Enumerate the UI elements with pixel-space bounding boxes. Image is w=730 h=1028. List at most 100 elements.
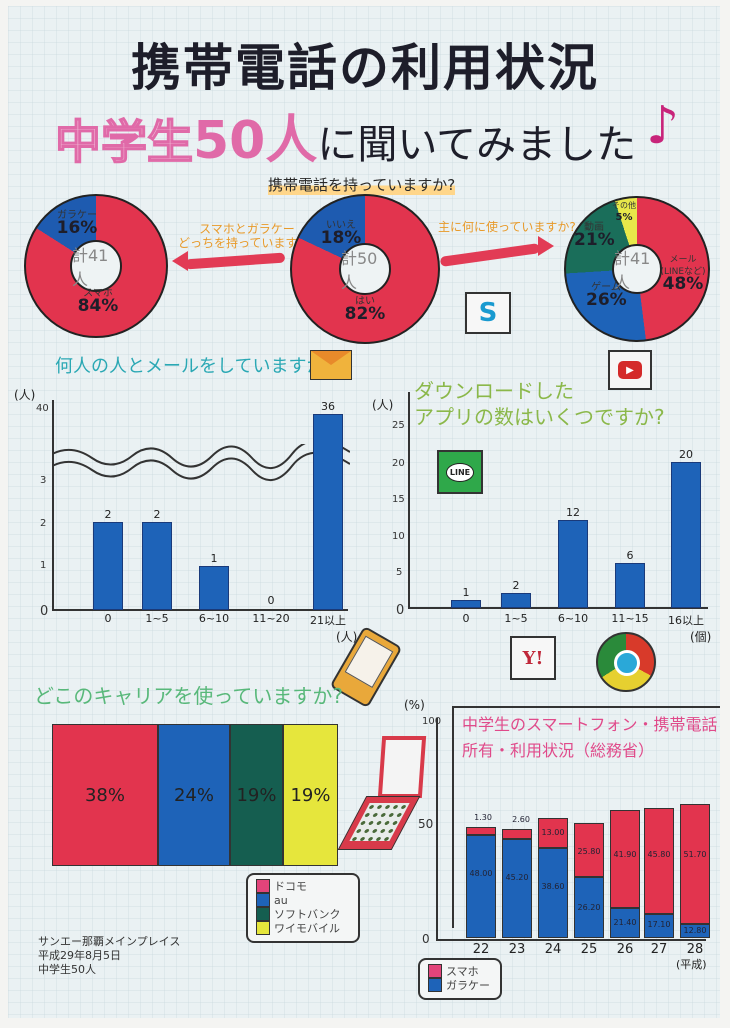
y-tick: 2 [40,518,47,529]
legend-swatch [256,893,270,907]
music-note-icon: ♪ [646,96,680,156]
bar-1-5 [501,593,531,608]
carrier-docomo-segment: 38% [52,724,158,866]
legend-label: ソフトバンク [274,908,341,921]
bar-value: 12 [566,506,580,519]
segment-label: 26.20 [577,903,601,912]
slice-name: はい [355,296,375,307]
segment-label: 13.00 [541,828,565,837]
y-unit-label: (人) [14,388,36,402]
y-axis [408,392,410,608]
arrowhead-left-icon [172,251,188,271]
carrier-au-segment: 24% [158,724,230,866]
feature-phone-segment [502,839,532,938]
yahoo-icon: Y! [510,636,556,680]
survey-chart-title: 中学生のスマートフォン・携帯電話 所有・利用状況（総務省） [462,712,718,764]
x-category: 28 [686,942,704,957]
x-category: 25 [580,942,598,957]
slice-pct: 16% [56,218,98,238]
slice-pct: 26% [586,290,627,310]
y-tick: 3 [40,475,47,486]
bar-6-10 [558,520,588,608]
y-tick: 10 [392,531,405,542]
donut-main-use: 計41人 [564,196,710,342]
smartphone-segment [466,827,496,835]
bar-value: 1 [462,586,470,599]
question-mail-people: 何人の人とメールをしていますか [55,356,325,377]
slice-feature-phone: ガラケー 16% [52,210,102,238]
donut-center-label: 計41人 [70,240,122,292]
legend-item: au [256,893,350,907]
question-line: アプリの数はいくつですか? [414,405,665,429]
survey-legend: スマホ ガラケー [418,958,502,1000]
legend-item: スマホ [428,964,492,978]
envelope-icon [310,350,352,380]
legend-item: ドコモ [256,879,350,893]
feature-phone-segment [610,908,640,938]
slice-pct: 18% [320,228,362,248]
feature-phone-segment [644,914,674,938]
x-unit-label: (個) [690,630,712,644]
bar-0 [451,600,481,608]
y-tick: 50 [418,817,434,831]
carrier-softbank-segment: 19% [230,724,283,866]
feature-phone-segment [574,877,604,938]
bar-value: 0 [267,594,275,607]
bar-16-plus [671,462,701,608]
y-axis-back [452,706,454,928]
slice-game: ゲーム 26% [586,282,627,310]
x-category: 1~5 [504,612,528,625]
line-app-icon: LINE [437,450,483,494]
x-category: 6~10 [557,612,589,625]
slice-pct: 5% [615,212,633,223]
feature-phone-segment [466,835,496,938]
bar-0 [93,522,123,610]
x-axis [436,939,706,941]
y-axis [52,400,54,610]
legend-item: ガラケー [428,978,492,992]
bar-6-10 [199,566,229,610]
slice-no: いいえ 18% [316,220,366,248]
slice-pct: 48% [662,274,704,294]
x-category: 23 [508,942,526,957]
feature-phone-segment [538,848,568,938]
y-tick: 0 [422,932,430,946]
y-tick: 40 [36,403,49,414]
segment-label: 51.70 [683,850,707,859]
question-line: スマホとガラケー [199,222,295,236]
bar-21-plus [313,414,343,610]
question-carrier: どこのキャリアを使っていますか? [34,684,344,708]
slice-video: 動画 21% [574,222,615,250]
legend-swatch [428,964,442,978]
stack-bar-h23: 2.60 45.20 [502,815,532,938]
legend-swatch [256,907,270,921]
segment-label: 45.20 [505,873,529,882]
y-tick: 15 [392,494,405,505]
x-category: 24 [544,942,562,957]
axis-break-icon [52,444,350,481]
x-category: 27 [650,942,668,957]
segment-label: 21.40 [613,918,637,927]
legend-label: スマホ [446,965,479,978]
x-category: 0 [462,612,470,625]
feature-phone-segment [680,924,710,938]
smartphone-segment [574,823,604,877]
question-own-phone: 携帯電話を持っていますか? [268,174,456,195]
segment-label: 2.60 [512,815,530,824]
x-unit-label: (人) [336,630,358,644]
donut-center-label: 計41人 [612,244,662,294]
legend-label: ガラケー [446,979,490,992]
bar-value: 6 [626,549,634,562]
y-unit-label: (人) [372,398,394,412]
x-category: 11~15 [611,612,649,625]
segment-label: 1.30 [474,813,492,822]
question-line: ダウンロードした [414,379,574,403]
x-category: 6~10 [198,612,230,625]
survey-location: サンエー那覇メインプレイス [38,935,181,948]
stack-bar-h25: 25.80 26.20 [574,823,604,938]
x-category: 16以上 [668,614,704,627]
line-glyph: LINE [445,462,475,482]
y-tick: 20 [392,458,405,469]
smartphone-segment [610,810,640,908]
slice-pct: 21% [574,230,615,250]
